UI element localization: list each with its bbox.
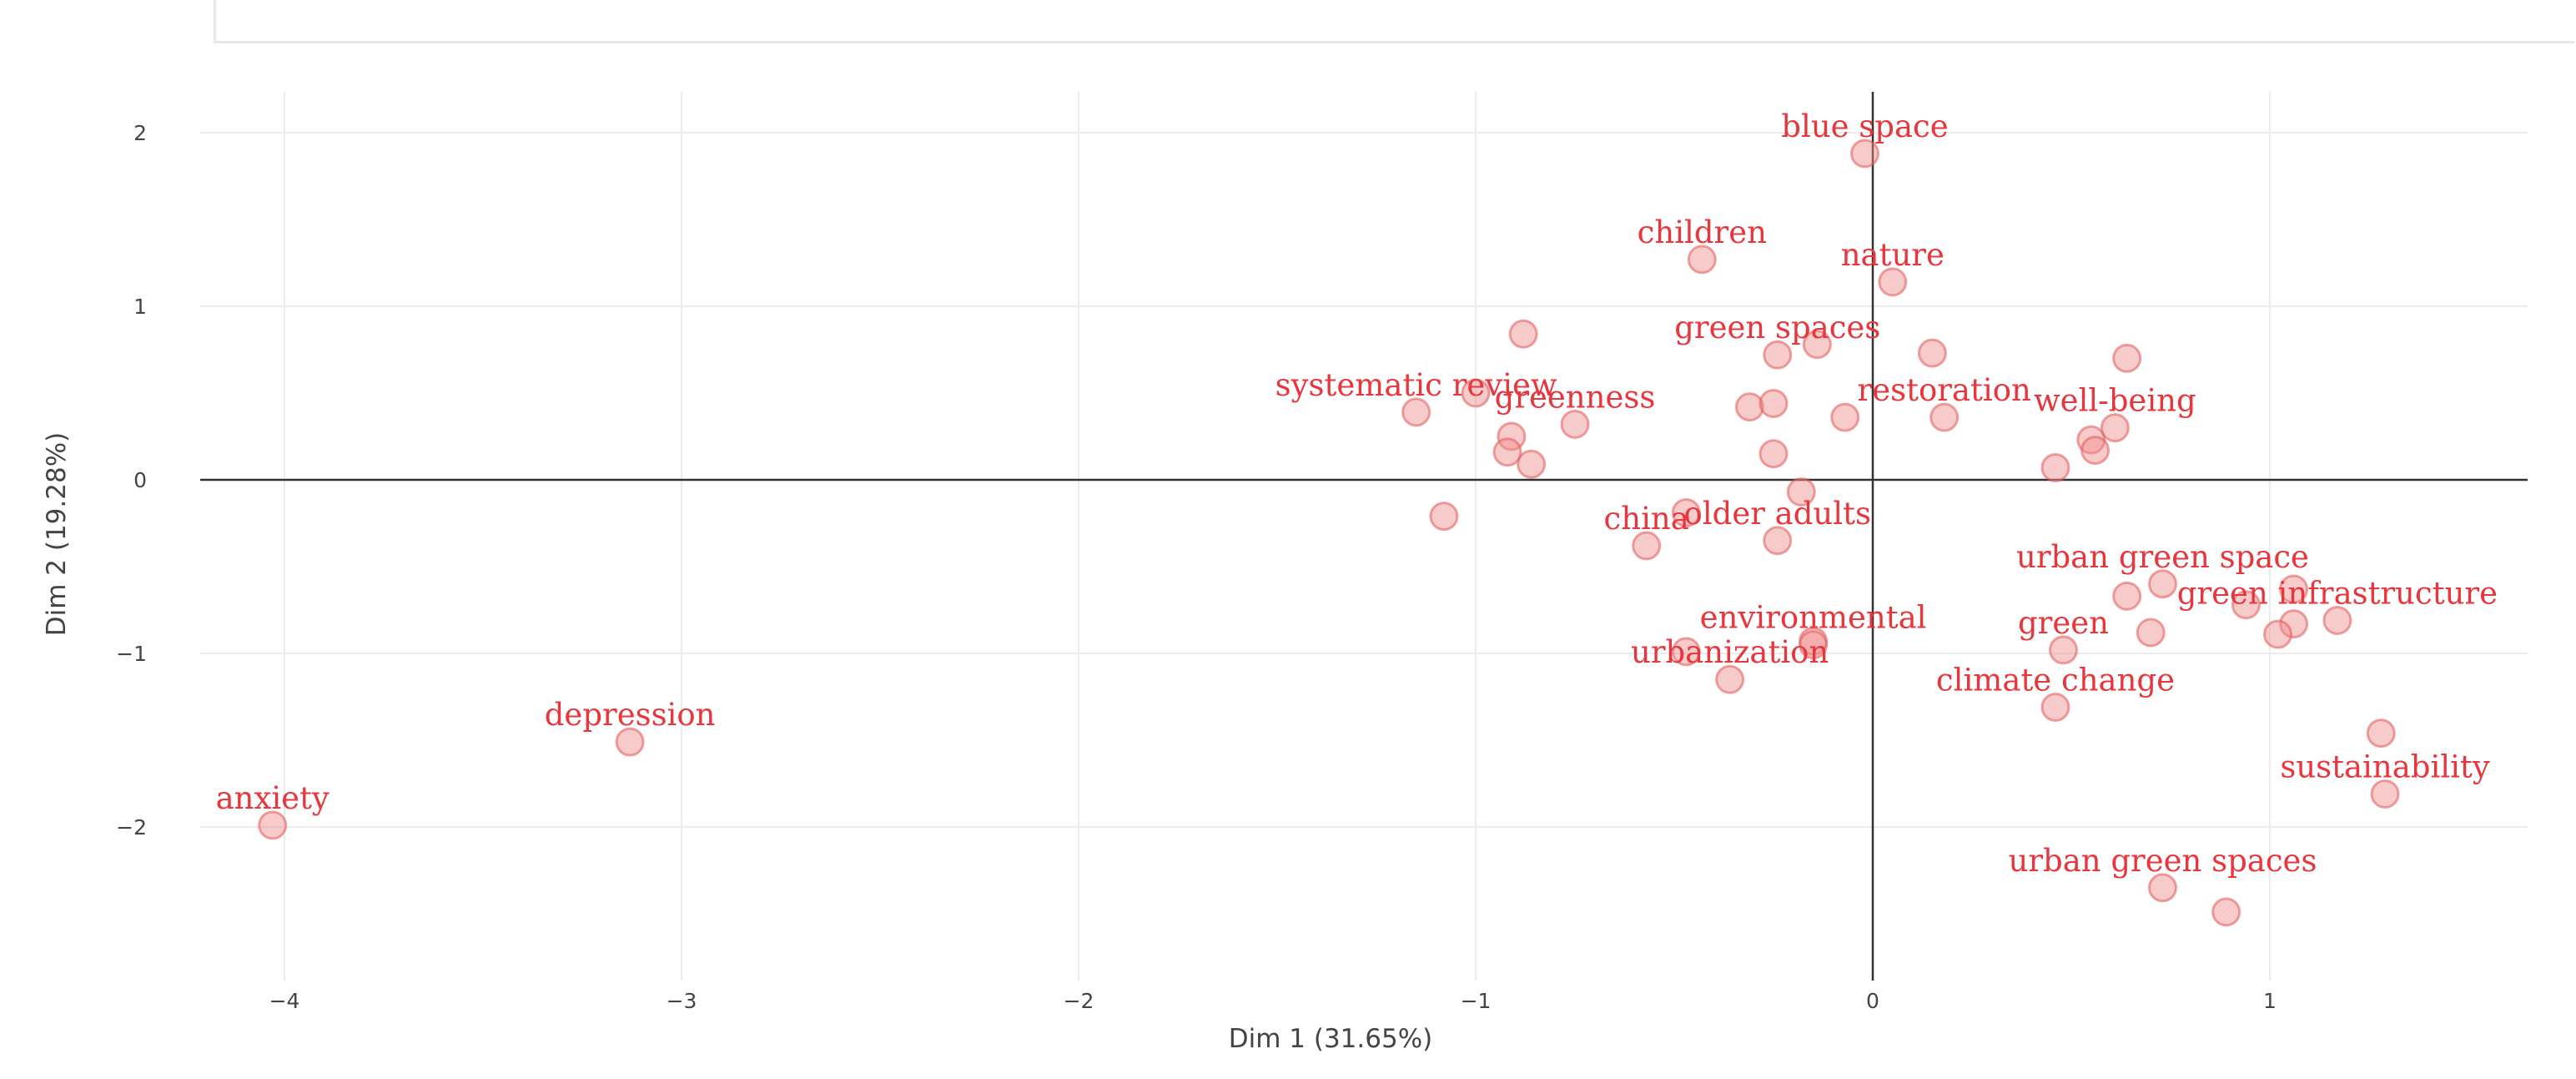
scatter-point xyxy=(2279,609,2309,639)
point-label: well-being xyxy=(2034,383,2196,419)
point-label: environmental xyxy=(1700,600,1927,636)
point-label: china xyxy=(1604,501,1689,537)
scatter-point xyxy=(1492,437,1522,467)
point-label: anxiety xyxy=(216,780,330,816)
scatter-point xyxy=(1917,338,1947,368)
scatter-point xyxy=(1715,664,1745,694)
scatter-point xyxy=(2040,452,2070,482)
point-label: green infrastructure xyxy=(2177,575,2498,611)
scatter-point xyxy=(1560,409,1590,439)
x-tick-label: −2 xyxy=(1064,989,1094,1013)
tick-labels: −4 −3 −2 −1 0 1 −2 −1 0 1 2 xyxy=(116,121,2277,1013)
data-points xyxy=(258,139,2400,927)
scatter-point xyxy=(2366,718,2396,749)
scatter-point xyxy=(1508,319,1538,349)
x-tick-label: −3 xyxy=(667,989,697,1013)
scatter-point xyxy=(2147,569,2177,599)
scatter-point xyxy=(1401,397,1431,427)
scatter-point xyxy=(2231,590,2261,620)
y-axis-title: Dim 2 (19.28%) xyxy=(42,432,72,637)
scatter-point xyxy=(2136,618,2166,648)
scatter-point xyxy=(2080,436,2111,466)
scatter-point xyxy=(1429,502,1459,532)
x-tick-label: 0 xyxy=(1866,989,1879,1013)
scatter-point xyxy=(1671,498,1701,528)
point-label: urban green space xyxy=(2016,539,2309,575)
point-label: urban green spaces xyxy=(2009,843,2317,879)
scatter-point xyxy=(1687,245,1717,275)
scatter-point xyxy=(258,810,288,840)
scatter-point xyxy=(2147,873,2177,903)
point-label: green xyxy=(2018,605,2109,641)
point-label: blue space xyxy=(1781,108,1948,144)
point-label: urbanization xyxy=(1631,634,1829,670)
y-tick-label: 0 xyxy=(133,468,147,492)
scatter-point xyxy=(1763,340,1793,370)
point-label: restoration xyxy=(1858,372,2031,408)
scatter-point xyxy=(1517,449,1547,479)
x-axis-title: Dim 1 (31.65%) xyxy=(1229,1024,1433,1054)
y-tick-label: 2 xyxy=(133,121,147,145)
scatter-point xyxy=(1786,477,1816,507)
point-label: climate change xyxy=(1936,662,2175,698)
scatter-point xyxy=(2263,619,2293,649)
x-tick-label: −4 xyxy=(269,989,300,1013)
point-label: nature xyxy=(1841,237,1945,273)
grid-lines xyxy=(200,92,2528,981)
scatter-point xyxy=(615,727,645,757)
scatter-point xyxy=(2211,897,2241,927)
y-tick-label: −1 xyxy=(116,642,147,666)
scatter-point xyxy=(1734,392,1764,422)
point-label: older adults xyxy=(1684,496,1871,532)
scatter-point xyxy=(1461,378,1491,408)
point-label: systematic review xyxy=(1275,367,1557,403)
scatter-point xyxy=(1758,439,1789,469)
point-label: sustainability xyxy=(2280,749,2490,784)
point-label: depression xyxy=(545,697,716,733)
scatter-point xyxy=(2100,413,2130,443)
scatter-point xyxy=(2112,343,2142,373)
y-tick-label: 1 xyxy=(133,295,147,319)
point-label: green spaces xyxy=(1674,310,1880,345)
top-tab-divider xyxy=(214,0,2574,43)
scatter-point xyxy=(2322,605,2352,635)
scatter-point xyxy=(1671,637,1701,667)
point-labels: blue space children nature green spaces syst… xyxy=(216,108,2498,879)
scatter-point xyxy=(1632,531,1662,561)
scatter-point xyxy=(1799,630,1829,660)
scatter-point xyxy=(1758,388,1789,418)
scatter-point xyxy=(2040,692,2070,722)
y-tick-label: −2 xyxy=(116,815,147,840)
x-tick-label: 1 xyxy=(2263,989,2277,1013)
scatter-point xyxy=(1763,526,1793,556)
point-label: greenness xyxy=(1495,379,1656,415)
scatter-point xyxy=(2279,574,2309,604)
scatter-point xyxy=(2112,581,2142,611)
scatter-point xyxy=(1802,330,1832,360)
point-label: children xyxy=(1638,214,1767,250)
scatter-point xyxy=(1830,402,1860,432)
x-tick-label: −1 xyxy=(1461,989,1492,1013)
scatter-point xyxy=(1929,402,1960,432)
scatter-point xyxy=(2370,779,2400,809)
scatter-point xyxy=(1878,267,1908,297)
zero-lines xyxy=(200,92,2528,981)
scatter-point xyxy=(2048,635,2078,665)
scatter-point xyxy=(1849,139,1879,169)
